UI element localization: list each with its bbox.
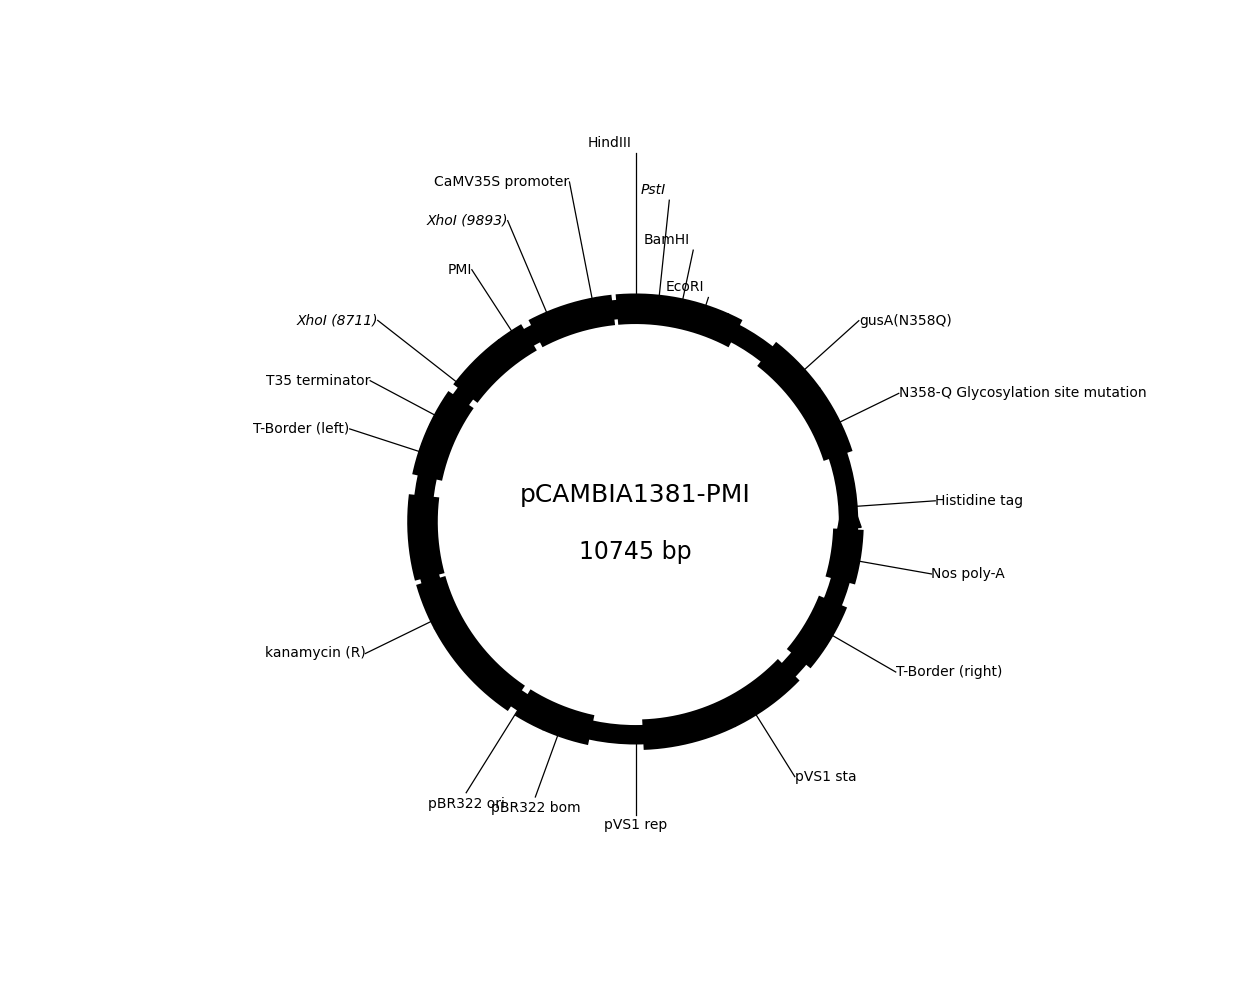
Polygon shape: [801, 610, 838, 647]
Text: kanamycin (R): kanamycin (R): [264, 646, 366, 661]
Polygon shape: [777, 362, 820, 406]
Text: pBR322 bom: pBR322 bom: [491, 801, 580, 815]
Polygon shape: [472, 340, 517, 382]
Polygon shape: [420, 424, 456, 459]
Text: XhoI (8711): XhoI (8711): [296, 313, 378, 327]
Polygon shape: [838, 486, 861, 529]
Text: PMI: PMI: [448, 263, 472, 277]
Text: Nos poly-A: Nos poly-A: [931, 567, 1006, 581]
Text: BamHI: BamHI: [644, 233, 689, 247]
Polygon shape: [553, 297, 604, 324]
Polygon shape: [678, 311, 729, 340]
Text: HindIII: HindIII: [588, 135, 631, 150]
Text: T35 terminator: T35 terminator: [265, 373, 371, 387]
Text: T-Border (left): T-Border (left): [253, 422, 350, 436]
Text: EcoRI: EcoRI: [666, 281, 704, 294]
Text: gusA(N358Q): gusA(N358Q): [859, 313, 951, 328]
Text: pVS1 rep: pVS1 rep: [604, 818, 667, 833]
Text: pVS1 sta: pVS1 sta: [795, 770, 857, 783]
Text: CaMV35S promoter: CaMV35S promoter: [434, 175, 569, 189]
Text: PstI: PstI: [640, 183, 666, 198]
Text: XhoI (9893): XhoI (9893): [427, 213, 507, 227]
Text: T-Border (right): T-Border (right): [895, 665, 1002, 679]
Polygon shape: [720, 690, 769, 726]
Text: Histidine tag: Histidine tag: [935, 494, 1023, 508]
Polygon shape: [434, 614, 472, 661]
Text: pCAMBIA1381-PMI: pCAMBIA1381-PMI: [520, 483, 751, 507]
Text: 10745 bp: 10745 bp: [579, 540, 692, 564]
Text: N358-Q Glycosylation site mutation: N358-Q Glycosylation site mutation: [899, 386, 1146, 400]
Polygon shape: [410, 515, 433, 558]
Polygon shape: [542, 704, 593, 732]
Text: pBR322 ori: pBR322 ori: [428, 796, 505, 810]
